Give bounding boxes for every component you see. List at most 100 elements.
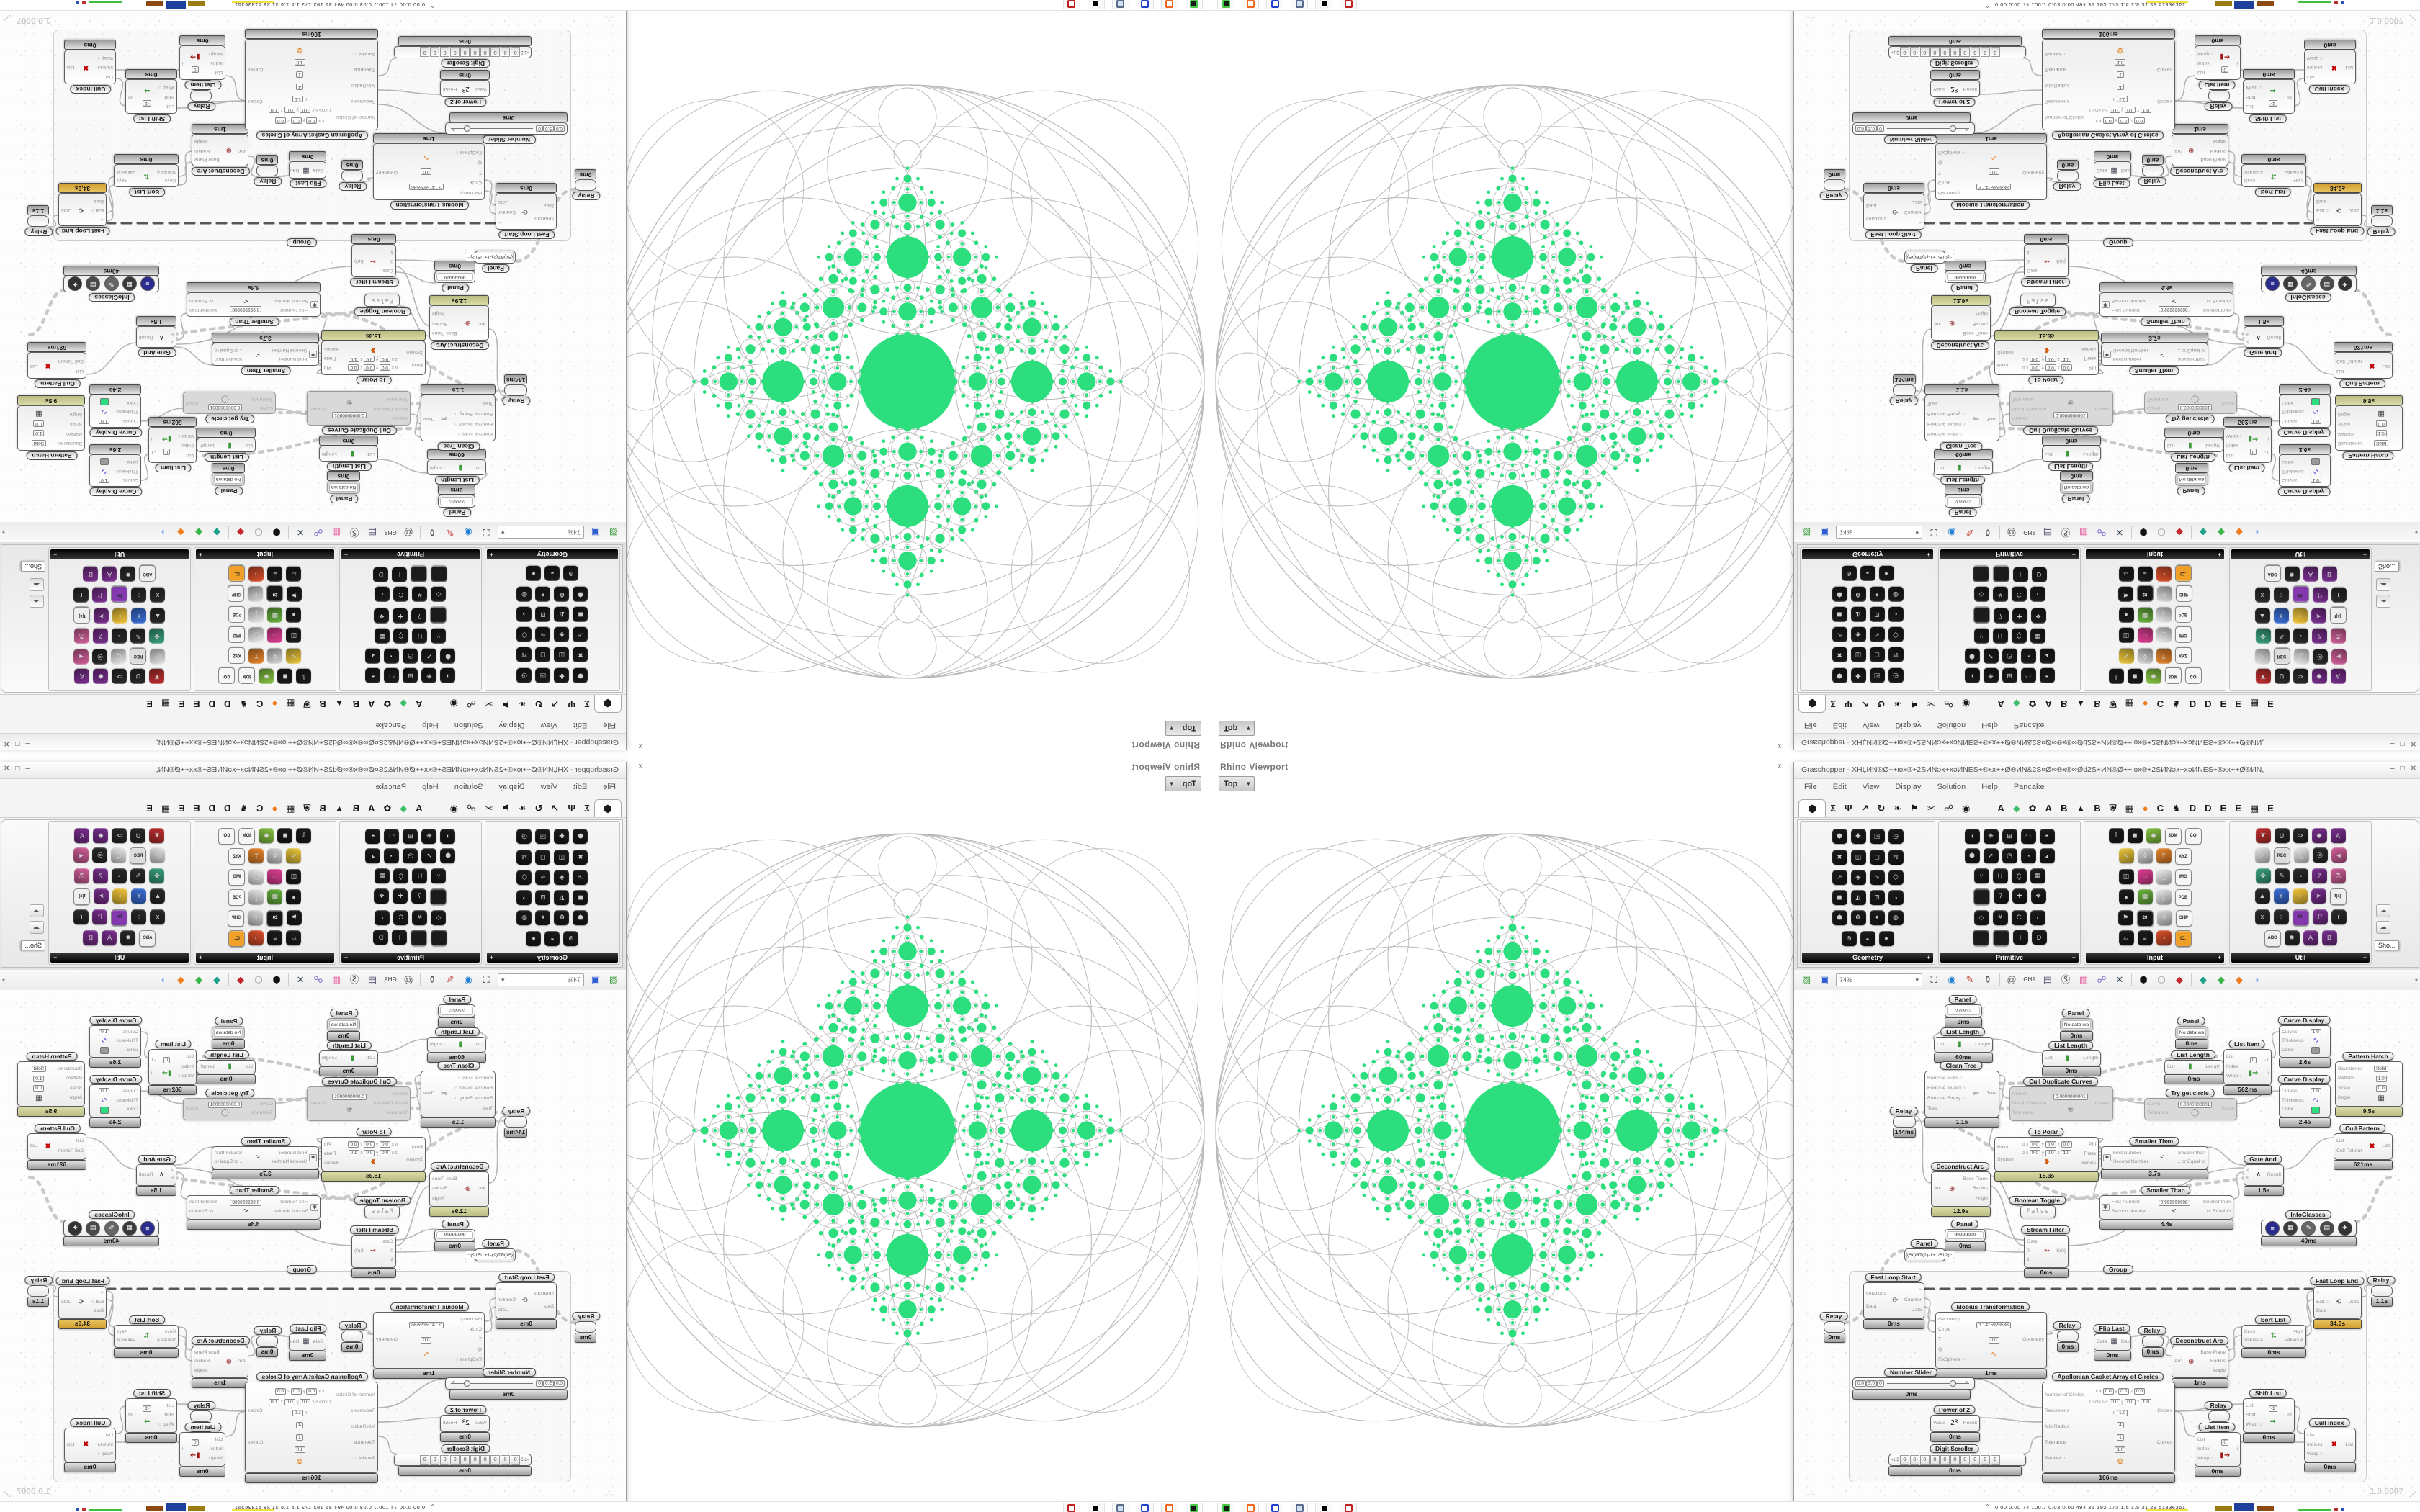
- component-icon[interactable]: P: [2312, 588, 2328, 603]
- file-icon-1[interactable]: ▣: [1819, 527, 1829, 538]
- component-icon[interactable]: ✥: [149, 628, 165, 644]
- component-icon[interactable]: ◼: [573, 890, 588, 906]
- menu-view[interactable]: View: [1862, 721, 1880, 729]
- component-icon[interactable]: f(x): [2329, 607, 2347, 624]
- component-icon[interactable]: ❦: [149, 668, 165, 684]
- tab-plugin-17[interactable]: E: [2267, 803, 2274, 814]
- menu-pancake[interactable]: Pancake: [375, 783, 407, 791]
- component-icon[interactable]: ∫: [2156, 889, 2172, 905]
- component-icon[interactable]: ✖: [573, 647, 588, 663]
- tab-plugin-1[interactable]: ◆: [400, 803, 408, 814]
- component-icon[interactable]: ◷: [403, 648, 418, 664]
- component-icon[interactable]: ⇆: [516, 849, 532, 865]
- tab-category-8[interactable]: ☍: [1943, 698, 1954, 709]
- window-buttons[interactable]: – □ ✕: [4, 765, 30, 773]
- taskbar-icon-4[interactable]: [1315, 1503, 1332, 1512]
- component-icon[interactable]: ◫: [2118, 868, 2134, 884]
- menu-help[interactable]: Help: [1981, 721, 1998, 729]
- tab-plugin-12[interactable]: D: [223, 803, 231, 814]
- component-icon[interactable]: f(x): [73, 607, 91, 624]
- component-icon[interactable]: ◭: [554, 606, 570, 622]
- component-icon[interactable]: ✥: [2255, 628, 2271, 644]
- component-icon[interactable]: ◫: [2118, 628, 2134, 644]
- component-icon[interactable]: ◯: [2156, 628, 2172, 644]
- component-icon[interactable]: ID: [1992, 565, 2009, 582]
- component-icon[interactable]: ✚: [1850, 667, 1866, 683]
- component-icon[interactable]: PDB: [228, 889, 246, 906]
- component-icon[interactable]: ✚: [1850, 829, 1866, 845]
- panel-label-bar[interactable]: Primitive +: [1940, 549, 2079, 559]
- component-icon[interactable]: ≡: [2137, 566, 2153, 582]
- component-icon[interactable]: ◄: [2331, 847, 2347, 863]
- tab-plugin-9[interactable]: ●: [2142, 803, 2148, 814]
- component-icon[interactable]: ⬢: [1832, 829, 1847, 845]
- component-icon[interactable]: ⚗: [74, 628, 90, 644]
- tab-category-5[interactable]: ❧: [1894, 803, 1902, 814]
- taskbar-icon-0[interactable]: [1186, 0, 1203, 9]
- component-icon[interactable]: ▱: [2137, 628, 2153, 644]
- tab-category-6[interactable]: ⚑: [1910, 698, 1919, 709]
- component-icon[interactable]: ◯: [2156, 868, 2172, 884]
- display-icon-1[interactable]: ◆: [195, 527, 202, 538]
- tab-category-8[interactable]: ☍: [1943, 803, 1954, 814]
- tab-plugin-14[interactable]: E: [2220, 803, 2227, 814]
- component-icon[interactable]: IMG: [2174, 626, 2192, 644]
- component-icon[interactable]: ⊡: [1869, 890, 1885, 906]
- component-icon[interactable]: A: [102, 930, 117, 945]
- tab-category-3[interactable]: ↗: [1860, 803, 1869, 814]
- view-icon-3[interactable]: ⚱: [1984, 974, 1992, 985]
- component-icon[interactable]: ◷: [1888, 667, 1904, 683]
- component-icon[interactable]: C: [2011, 909, 2027, 925]
- component-icon[interactable]: ◍: [1888, 586, 1904, 602]
- component-icon[interactable]: 3DM: [238, 827, 256, 845]
- tab-plugin-0[interactable]: A: [1997, 698, 2004, 709]
- tab-plugin-16[interactable]: ▦: [161, 698, 171, 709]
- component-icon[interactable]: Ç: [393, 628, 409, 644]
- file-icon-0[interactable]: ▨: [1801, 974, 1811, 985]
- tab-plugin-4[interactable]: B: [352, 698, 359, 709]
- component-icon[interactable]: Q: [2293, 649, 2309, 665]
- component-icon[interactable]: ✎: [2274, 868, 2290, 884]
- infoglasses-icon-4[interactable]: ✈: [68, 1220, 83, 1236]
- tool-icon-6[interactable]: ✕: [296, 974, 305, 985]
- infoglasses-icon-2[interactable]: ✎: [104, 276, 119, 292]
- component-icon[interactable]: Ç: [2011, 868, 2027, 884]
- component-icon[interactable]: ◔: [112, 628, 127, 644]
- component-icon[interactable]: ◑: [440, 668, 456, 684]
- grasshopper-titlebar[interactable]: Grasshopper - XHĻИN®Ø÷+юx®+2SИNәx+xәИNES…: [0, 733, 626, 750]
- canvas-toolbar[interactable]: ▨ ▣ 74% ▾ ⛶ ◉ ✎ ⚱ @ GHA ▤ Ⓢ ▥ ☍ ✕ ⬢ ⬡ ◆ ◆ ◆ ◆ ◗ ▾: [1794, 970, 2420, 991]
- component-icon[interactable]: ⊡: [1869, 606, 1885, 622]
- component-icon[interactable]: ●: [2118, 889, 2134, 905]
- tab-category-3[interactable]: ↗: [551, 698, 560, 709]
- component-icon[interactable]: ➚: [1983, 648, 1999, 664]
- component-icon[interactable]: ↗: [573, 627, 588, 643]
- tab-plugin-0[interactable]: A: [416, 698, 423, 709]
- menu-pancake[interactable]: Pancake: [2013, 721, 2045, 729]
- view-icon-1[interactable]: ◉: [464, 527, 472, 538]
- menu-edit[interactable]: Edit: [573, 783, 588, 791]
- component-icon[interactable]: ◇: [1973, 587, 1989, 603]
- component-icon[interactable]: ▷: [2254, 649, 2270, 665]
- menu-pancake[interactable]: Pancake: [2013, 783, 2045, 791]
- cloud-icon[interactable]: ☁: [2376, 595, 2390, 608]
- tab-category-4[interactable]: ↻: [534, 698, 543, 709]
- component-icon[interactable]: A: [1972, 930, 1989, 947]
- component-icon[interactable]: XYZ: [228, 647, 246, 664]
- component-icon[interactable]: ✎: [130, 628, 146, 644]
- component-icon[interactable]: ◆: [259, 827, 274, 843]
- component-icon[interactable]: ID.: [2174, 564, 2192, 582]
- component-icon[interactable]: ◆: [2311, 828, 2327, 844]
- component-icon[interactable]: ◍: [1888, 910, 1904, 926]
- component-icon[interactable]: ❋: [421, 828, 437, 844]
- chevron-down-icon[interactable]: ▾: [1915, 976, 1919, 984]
- component-icon[interactable]: ABC: [139, 930, 156, 947]
- cloud2-icon[interactable]: ☁: [30, 578, 44, 591]
- infoglasses-icon-3[interactable]: ▤: [2319, 276, 2334, 292]
- component-icon[interactable]: A: [431, 930, 448, 947]
- taskbar-icon-1[interactable]: [1242, 0, 1259, 9]
- component-icon[interactable]: ●: [1878, 930, 1894, 946]
- component-icon[interactable]: ◄: [73, 649, 89, 665]
- menu-file[interactable]: File: [1804, 721, 1817, 729]
- rhino-viewport[interactable]: Rhino Viewport x Top ▼: [627, 11, 1210, 756]
- tab-plugin-9[interactable]: ●: [2142, 698, 2148, 709]
